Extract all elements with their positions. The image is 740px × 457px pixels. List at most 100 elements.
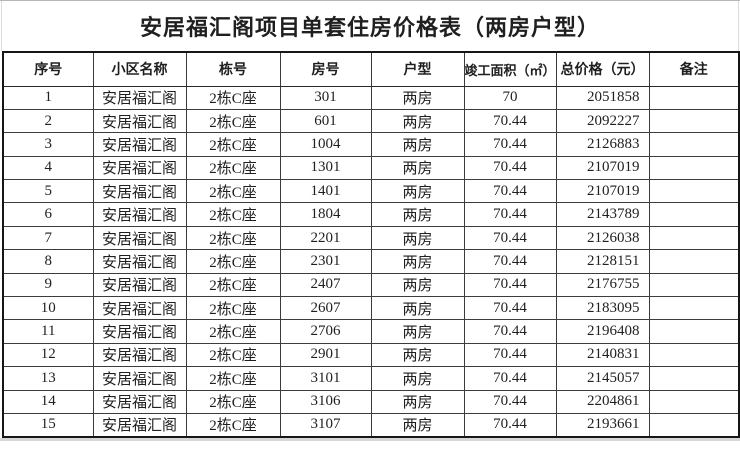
cell-unit-type: 两房 [370,179,465,204]
cell-community: 安居福汇阁 [92,272,187,298]
cell-community: 安居福汇阁 [92,85,187,110]
cell-price: 2126883 [555,132,650,157]
cell-community: 安居福汇阁 [92,389,187,414]
table-row: 4 安居福汇阁 2栋C座 1301 两房 70.44 2107019 [2,155,740,181]
cell-unit-type: 两房 [370,225,465,251]
cell-price: 2092227 [555,108,650,134]
cell-price: 2196408 [555,319,650,344]
cell-remarks [648,155,740,181]
col-header-unit-type: 户型 [370,51,465,87]
cell-room: 2607 [279,296,372,321]
cell-building: 2栋C座 [185,389,281,414]
col-header-community: 小区名称 [92,51,187,87]
cell-remarks [648,202,740,227]
cell-remarks [648,412,740,438]
cell-remarks [648,319,740,344]
cell-building: 2栋C座 [185,412,281,438]
cell-serial: 5 [2,179,94,204]
cell-remarks [648,366,740,391]
cell-price: 2183095 [555,296,650,321]
cell-serial: 4 [2,155,94,181]
col-header-area: 竣工面积（㎡） [463,51,557,87]
cell-price: 2126038 [555,225,650,251]
cell-serial: 11 [2,319,94,344]
cell-remarks [648,179,740,204]
cell-building: 2栋C座 [185,132,281,157]
table-row: 11 安居福汇阁 2栋C座 2706 两房 70.44 2196408 [2,319,740,344]
cell-room: 601 [279,108,372,134]
cell-area: 70.44 [463,272,557,298]
cell-room: 3101 [279,366,372,391]
cell-price: 2128151 [555,249,650,274]
cell-room: 1401 [279,179,372,204]
cell-serial: 7 [2,225,94,251]
cell-remarks [648,132,740,157]
cell-price: 2204861 [555,389,650,414]
table-row: 15 安居福汇阁 2栋C座 3107 两房 70.44 2193661 [2,412,740,438]
cell-unit-type: 两房 [370,389,465,414]
table-row: 6 安居福汇阁 2栋C座 1804 两房 70.44 2143789 [2,202,740,227]
cell-building: 2栋C座 [185,366,281,391]
cell-remarks [648,85,740,110]
cell-community: 安居福汇阁 [92,202,187,227]
col-header-price: 总价格（元） [555,51,650,87]
cell-building: 2栋C座 [185,85,281,110]
cell-room: 2201 [279,225,372,251]
cell-area: 70.44 [463,296,557,321]
col-header-room: 房号 [279,51,372,87]
cell-remarks [648,225,740,251]
cell-remarks [648,342,740,368]
cell-community: 安居福汇阁 [92,412,187,438]
cell-serial: 9 [2,272,94,298]
cell-price: 2140831 [555,342,650,368]
cell-area: 70.44 [463,179,557,204]
cell-room: 3107 [279,412,372,438]
cell-community: 安居福汇阁 [92,108,187,134]
cell-area: 70.44 [463,108,557,134]
table-body: 1 安居福汇阁 2栋C座 301 两房 70 2051858 2 安居福汇阁 2栋C座 601 两房 7… [2,85,740,438]
table-row: 7 安居福汇阁 2栋C座 2201 两房 70.44 2126038 [2,225,740,251]
cell-area: 70.44 [463,202,557,227]
cell-remarks [648,249,740,274]
cell-community: 安居福汇阁 [92,296,187,321]
cell-room: 301 [279,85,372,110]
cell-area: 70.44 [463,225,557,251]
cell-room: 1004 [279,132,372,157]
cell-remarks [648,272,740,298]
cell-area: 70.44 [463,249,557,274]
cell-room: 2407 [279,272,372,298]
cell-building: 2栋C座 [185,342,281,368]
cell-community: 安居福汇阁 [92,225,187,251]
cell-unit-type: 两房 [370,342,465,368]
cell-price: 2193661 [555,412,650,438]
cell-area: 70.44 [463,155,557,181]
cell-unit-type: 两房 [370,155,465,181]
cell-community: 安居福汇阁 [92,132,187,157]
table-row: 3 安居福汇阁 2栋C座 1004 两房 70.44 2126883 [2,132,740,157]
cell-building: 2栋C座 [185,179,281,204]
cell-serial: 12 [2,342,94,368]
cell-serial: 10 [2,296,94,321]
table-row: 10 安居福汇阁 2栋C座 2607 两房 70.44 2183095 [2,296,740,321]
cell-building: 2栋C座 [185,155,281,181]
cell-serial: 6 [2,202,94,227]
cell-serial: 14 [2,389,94,414]
table-row: 5 安居福汇阁 2栋C座 1401 两房 70.44 2107019 [2,179,740,204]
cell-building: 2栋C座 [185,296,281,321]
cell-serial: 2 [2,108,94,134]
cell-unit-type: 两房 [370,249,465,274]
cell-community: 安居福汇阁 [92,179,187,204]
cell-remarks [648,296,740,321]
cell-price: 2107019 [555,179,650,204]
table-row: 1 安居福汇阁 2栋C座 301 两房 70 2051858 [2,85,740,110]
cell-room: 2901 [279,342,372,368]
cell-building: 2栋C座 [185,272,281,298]
cell-community: 安居福汇阁 [92,342,187,368]
cell-room: 1804 [279,202,372,227]
cell-community: 安居福汇阁 [92,366,187,391]
cell-area: 70.44 [463,412,557,438]
cell-serial: 1 [2,85,94,110]
cell-area: 70.44 [463,132,557,157]
col-header-building: 栋号 [185,51,281,87]
